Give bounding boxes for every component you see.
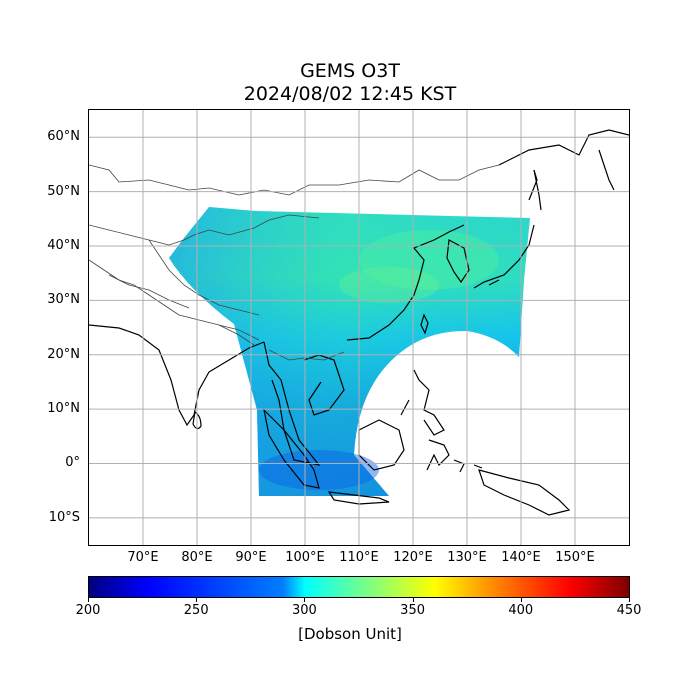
map-timestamp: 2024/08/02 12:45 KST <box>243 83 457 105</box>
longitude-label: 150°E <box>555 550 595 565</box>
colorbar-tick-mark <box>412 598 414 602</box>
colorbar-tick-mark <box>88 598 89 602</box>
longitude-label: 80°E <box>181 550 213 565</box>
latitude-label: 40°N <box>47 237 80 253</box>
longitude-label: 140°E <box>501 550 541 565</box>
longitude-label: 100°E <box>285 550 325 565</box>
longitude-label: 90°E <box>235 550 267 565</box>
map-title: GEMS O3T <box>300 60 400 82</box>
gridlines <box>89 110 629 545</box>
colorbar-tick-mark <box>196 598 198 602</box>
colorbar-tick-label: 400 <box>508 603 534 618</box>
country-borders <box>89 164 500 361</box>
colorbar-tick-label: 300 <box>291 603 317 618</box>
latitude-label: 30°N <box>47 292 80 308</box>
colorbar-tick-mark <box>520 598 522 602</box>
colorbar-tick-label: 200 <box>75 603 101 618</box>
latitude-label: 20°N <box>47 346 80 362</box>
longitude-label: 120°E <box>393 550 433 565</box>
ozone-map <box>88 109 630 546</box>
colorbar <box>88 576 630 598</box>
latitude-label: 0° <box>65 455 80 471</box>
longitude-label: 130°E <box>447 550 487 565</box>
colorbar-tick-mark <box>304 598 306 602</box>
ozone-swath <box>169 207 530 496</box>
latitude-label: 10°N <box>47 401 80 417</box>
longitude-label: 110°E <box>339 550 379 565</box>
coastlines <box>89 129 629 516</box>
latitude-label: 10°S <box>48 509 80 525</box>
longitude-label: 70°E <box>127 550 159 565</box>
colorbar-unit-label: [Dobson Unit] <box>298 625 402 643</box>
colorbar-tick-label: 450 <box>616 603 642 618</box>
colorbar-tick-label: 250 <box>183 603 209 618</box>
latitude-label: 50°N <box>47 183 80 199</box>
colorbar-tick-mark <box>629 598 630 602</box>
colorbar-tick-label: 350 <box>400 603 426 618</box>
latitude-label: 60°N <box>47 129 80 145</box>
